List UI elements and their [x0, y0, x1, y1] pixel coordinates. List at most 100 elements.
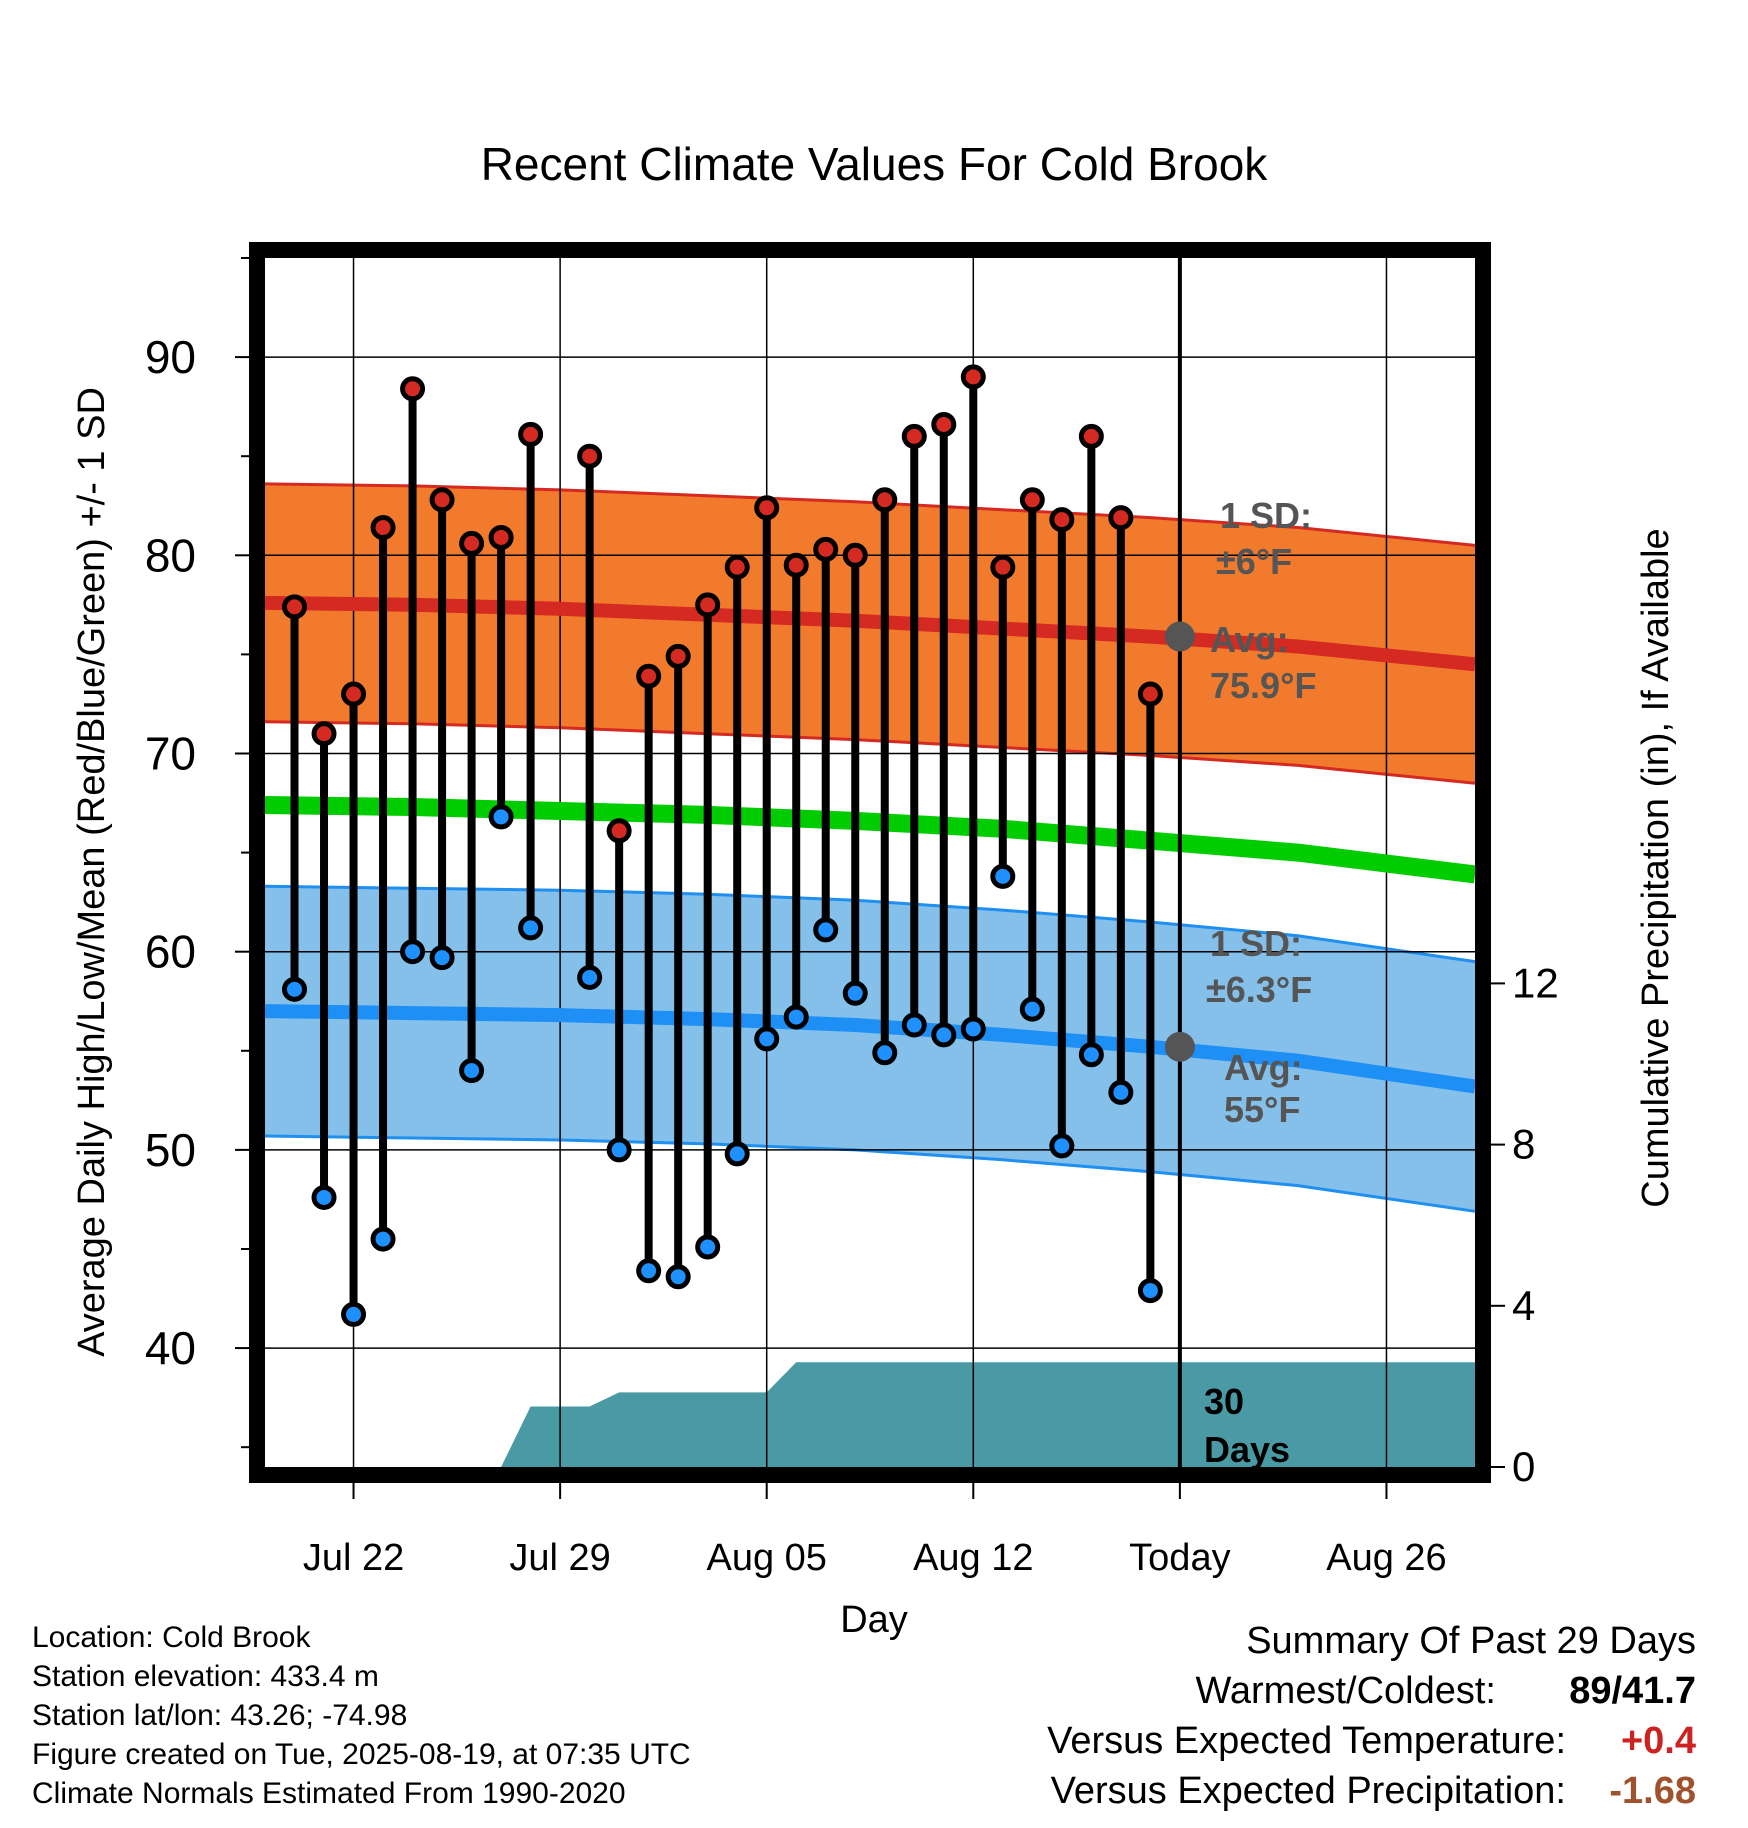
summary-warm-cold-row: Warmest/Coldest: 89/41.7 [1047, 1666, 1696, 1716]
daily-high-marker [901, 423, 927, 449]
daily-high-marker [459, 530, 485, 556]
y-tick-label: 80 [145, 529, 196, 581]
y-tick-label: 60 [145, 926, 196, 978]
x-tick-label: Jul 22 [303, 1537, 404, 1579]
daily-low-marker [341, 1301, 367, 1327]
high-band-upper-edge [264, 482, 1476, 547]
daily-high-marker [872, 487, 898, 513]
daily-high-marker [311, 721, 337, 747]
precip-value: -1.68 [1609, 1770, 1696, 1812]
daily-low-marker [990, 863, 1016, 889]
daily-low-marker [606, 1137, 632, 1163]
daily-high-marker [577, 443, 603, 469]
window-label-number: 30 [1204, 1381, 1244, 1422]
daily-low-marker [665, 1264, 691, 1290]
temp-value: +0.4 [1620, 1720, 1696, 1762]
y2-tick-label: 0 [1512, 1443, 1535, 1490]
daily-low-marker [724, 1141, 750, 1167]
summary-panel: Summary Of Past 29 Days Warmest/Coldest:… [1047, 1616, 1696, 1816]
daily-low-marker [695, 1234, 721, 1260]
normals-text: Climate Normals Estimated From 1990-2020 [32, 1777, 626, 1810]
y-tick-label: 70 [145, 727, 196, 779]
low-sd-band [265, 886, 1475, 1212]
low-sd-label: 1 SD: [1210, 923, 1302, 964]
high-avg-label: Avg: [1210, 619, 1289, 660]
x-tick-label: Aug 12 [913, 1537, 1033, 1579]
y-tick-label: 90 [145, 331, 196, 383]
daily-high-marker [1078, 423, 1104, 449]
high-sd-value: ±6°F [1216, 541, 1292, 582]
low-avg-label: Avg: [1224, 1047, 1303, 1088]
daily-high-marker [1049, 507, 1075, 533]
high-sd-label: 1 SD: [1220, 495, 1312, 536]
daily-high-marker [606, 818, 632, 844]
daily-low-marker [872, 1040, 898, 1066]
daily-high-marker [400, 376, 426, 402]
precip-label: Versus Expected Precipitation: [1050, 1770, 1566, 1812]
daily-high-marker [783, 552, 809, 578]
daily-low-marker [518, 915, 544, 941]
location-text: Location: Cold Brook [32, 1621, 311, 1654]
window-label-days: Days [1204, 1429, 1290, 1470]
warm-cold-label: Warmest/Coldest: [1195, 1670, 1496, 1712]
mean-avg-line [264, 796, 1477, 884]
daily-high-marker [754, 495, 780, 521]
daily-high-marker [1019, 487, 1045, 513]
x-tick-label: Jul 29 [509, 1537, 610, 1579]
daily-low-marker [459, 1058, 485, 1084]
daily-high-marker [341, 681, 367, 707]
daily-high-marker [931, 411, 957, 437]
daily-high-marker [370, 515, 396, 541]
high-avg-value: 75.9°F [1210, 665, 1316, 706]
y-axis-label: Average Daily High/Low/Mean (Red/Blue/Gr… [71, 387, 113, 1357]
y2-axis-label: Cumulative Precipitation (in), If Availa… [1635, 528, 1677, 1207]
low-avg-value: 55°F [1224, 1089, 1300, 1130]
daily-low-marker [1108, 1079, 1134, 1105]
today-high-avg-marker [1164, 621, 1195, 652]
y2-tick-label: 8 [1512, 1121, 1535, 1168]
plot-frame [249, 242, 1491, 1483]
y-tick-label: 40 [145, 1322, 196, 1374]
daily-high-marker [518, 421, 544, 447]
daily-low-marker [311, 1184, 337, 1210]
temp-label: Versus Expected Temperature: [1047, 1720, 1566, 1762]
daily-low-marker [901, 1012, 927, 1038]
y2-tick-label: 4 [1512, 1282, 1535, 1329]
daily-low-marker [1019, 996, 1045, 1022]
x-tick-label: Aug 26 [1326, 1537, 1446, 1579]
summary-title: Summary Of Past 29 Days [1246, 1620, 1696, 1662]
daily-high-marker [429, 487, 455, 513]
daily-high-marker [724, 554, 750, 580]
latlon-text: Station lat/lon: 43.26; -74.98 [32, 1699, 408, 1732]
daily-high-marker [960, 364, 986, 390]
x-tick-label: Aug 05 [706, 1537, 826, 1579]
daily-high-marker [695, 592, 721, 618]
elevation-text: Station elevation: 433.4 m [32, 1660, 379, 1693]
daily-high-marker [1137, 681, 1163, 707]
daily-low-marker [842, 980, 868, 1006]
created-text: Figure created on Tue, 2025-08-19, at 07… [32, 1738, 691, 1771]
daily-high-marker [488, 524, 514, 550]
daily-low-marker [931, 1022, 957, 1048]
warm-cold-value: 89/41.7 [1569, 1670, 1696, 1712]
daily-low-marker [488, 804, 514, 830]
daily-low-marker [960, 1016, 986, 1042]
daily-high-marker [813, 536, 839, 562]
daily-low-marker [1078, 1042, 1104, 1068]
daily-low-marker [1049, 1133, 1075, 1159]
x-axis-label: Day [840, 1599, 908, 1641]
low-avg-line [264, 1004, 1477, 1094]
precip-area [501, 1362, 1476, 1467]
daily-low-marker [577, 964, 603, 990]
daily-low-marker [636, 1258, 662, 1284]
daily-low-marker [1137, 1278, 1163, 1304]
low-sd-value: ±6.3°F [1206, 969, 1312, 1010]
summary-temp-row: Versus Expected Temperature: +0.4 [1047, 1716, 1696, 1766]
daily-low-marker [400, 939, 426, 965]
daily-low-marker [783, 1004, 809, 1030]
daily-high-marker [665, 643, 691, 669]
daily-low-marker [813, 917, 839, 943]
daily-high-marker [1108, 505, 1134, 531]
